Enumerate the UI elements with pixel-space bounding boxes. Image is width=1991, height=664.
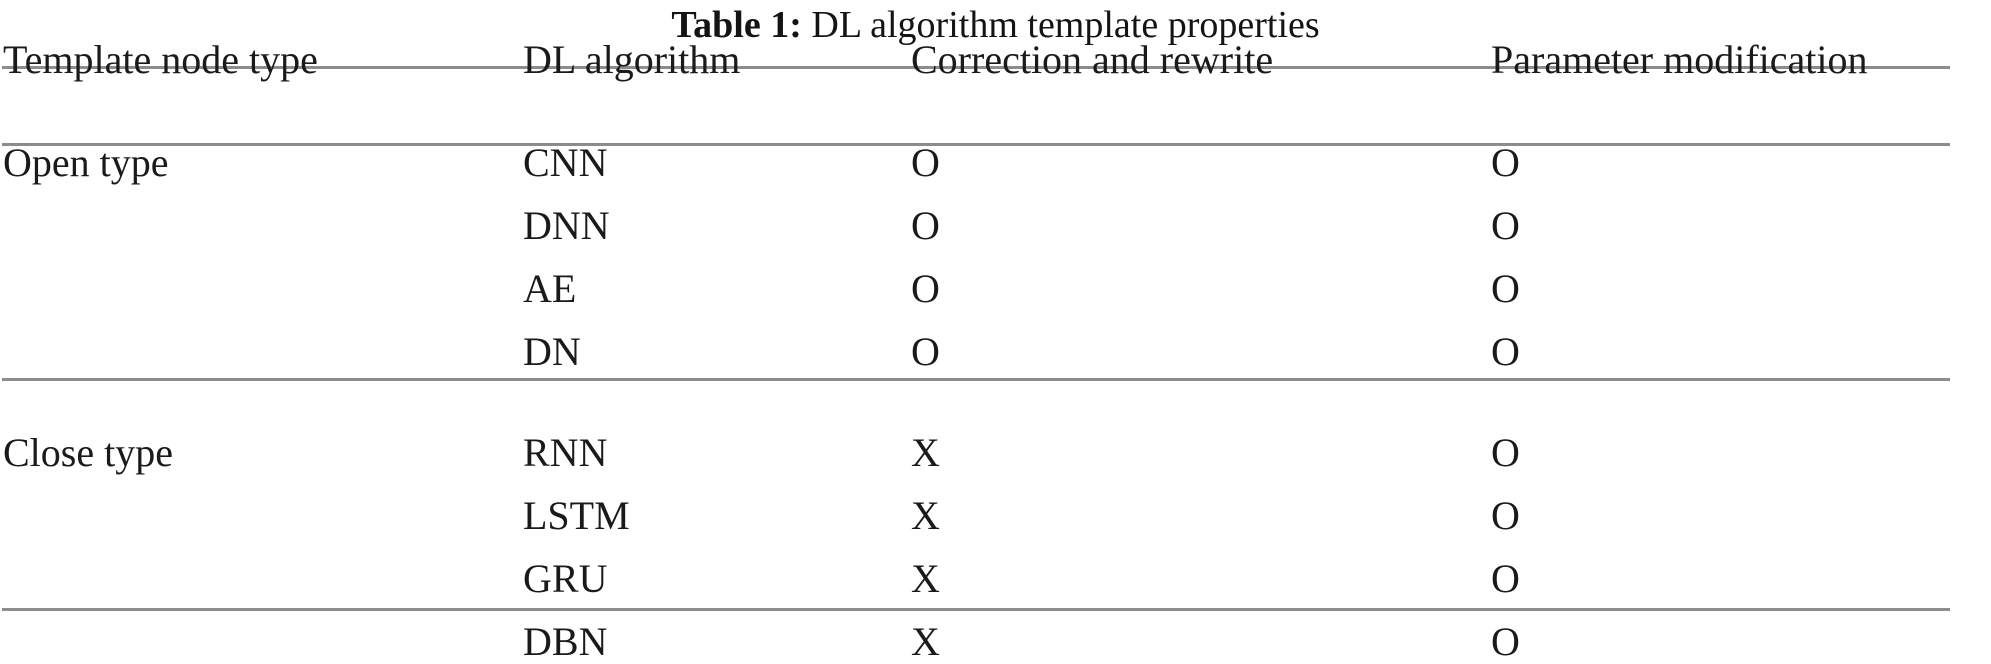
- table-row: AE O O: [0, 248, 1991, 311]
- row-parameter-modification: O: [1491, 556, 1520, 601]
- row-algorithm: GRU: [523, 556, 608, 601]
- column-header-dl-algorithm: DL algorithm: [523, 37, 741, 82]
- table-row: GRU X O: [0, 538, 1991, 601]
- row-algorithm: DBN: [523, 619, 608, 664]
- row-correction-rewrite: O: [911, 140, 940, 185]
- table-row: DBN X O: [0, 601, 1991, 664]
- row-algorithm: DN: [523, 329, 581, 374]
- row-algorithm: CNN: [523, 140, 608, 185]
- table-header-row: Template node type DL algorithm Correcti…: [0, 0, 1991, 116]
- row-algorithm: LSTM: [523, 493, 630, 538]
- row-parameter-modification: O: [1491, 329, 1520, 374]
- row-node-type: Open type: [3, 140, 169, 185]
- row-correction-rewrite: X: [911, 493, 940, 538]
- row-parameter-modification: O: [1491, 140, 1520, 185]
- row-parameter-modification: O: [1491, 203, 1520, 248]
- row-node-type: [0, 538, 523, 601]
- table-group-separator-row: [0, 374, 1991, 406]
- table-caption: Table 1: DL algorithm template propertie…: [0, 0, 1991, 48]
- row-correction-rewrite: X: [911, 430, 940, 475]
- table-rule-bottom: [2, 608, 1950, 611]
- table-caption-label: Table 1:: [671, 4, 812, 46]
- row-node-type: [0, 311, 523, 374]
- table-row: Open type CNN O O: [0, 116, 1991, 185]
- row-node-type: [0, 601, 523, 664]
- column-header-template-node-type: Template node type: [3, 37, 318, 82]
- row-algorithm: DNN: [523, 203, 610, 248]
- table-rule-midline: [2, 378, 1950, 381]
- row-correction-rewrite: O: [911, 266, 940, 311]
- column-header-correction-and-rewrite: Correction and rewrite: [911, 37, 1274, 82]
- row-parameter-modification: O: [1491, 619, 1520, 664]
- column-header-parameter-modification: Parameter modification: [1491, 37, 1868, 82]
- row-correction-rewrite: X: [911, 619, 940, 664]
- row-algorithm: AE: [523, 266, 577, 311]
- table-caption-text: DL algorithm template properties: [811, 4, 1320, 46]
- row-node-type: [0, 475, 523, 538]
- row-algorithm: RNN: [523, 430, 608, 475]
- table-row: DN O O: [0, 311, 1991, 374]
- table-rule-header: [2, 143, 1950, 146]
- row-correction-rewrite: O: [911, 203, 940, 248]
- row-node-type: [0, 185, 523, 248]
- table-rule-top: [2, 66, 1950, 69]
- table-row: LSTM X O: [0, 475, 1991, 538]
- row-correction-rewrite: O: [911, 329, 940, 374]
- table-row: DNN O O: [0, 185, 1991, 248]
- row-parameter-modification: O: [1491, 430, 1520, 475]
- row-parameter-modification: O: [1491, 493, 1520, 538]
- row-parameter-modification: O: [1491, 266, 1520, 311]
- row-node-type: [0, 248, 523, 311]
- row-node-type: Close type: [3, 430, 173, 475]
- table-row: Close type RNN X O: [0, 406, 1991, 475]
- row-correction-rewrite: X: [911, 556, 940, 601]
